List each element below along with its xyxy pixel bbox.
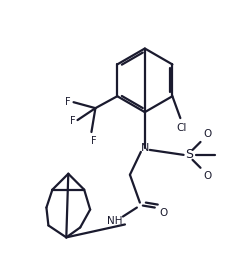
Text: N: N — [141, 143, 149, 153]
Text: F: F — [70, 116, 75, 126]
Text: Cl: Cl — [176, 123, 186, 133]
Text: O: O — [160, 207, 168, 218]
Text: F: F — [65, 97, 70, 107]
Text: F: F — [91, 136, 96, 146]
Text: O: O — [203, 171, 212, 181]
Text: S: S — [186, 148, 194, 161]
Text: O: O — [203, 129, 212, 139]
Text: NH: NH — [107, 217, 123, 226]
